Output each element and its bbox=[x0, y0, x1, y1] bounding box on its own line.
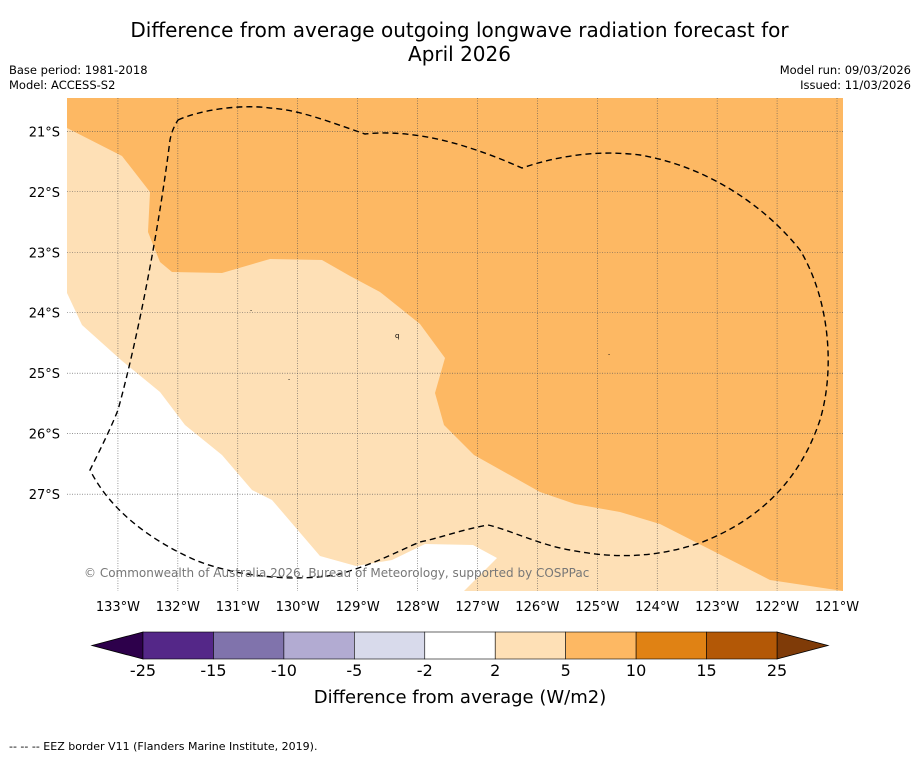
colorbar-under-arrow bbox=[90, 631, 144, 660]
island-mark: q bbox=[395, 332, 399, 340]
chart-title: Difference from average outgoing longwav… bbox=[0, 18, 919, 66]
colorbar-tick-label: 10 bbox=[626, 661, 646, 680]
region-neutral bbox=[67, 293, 497, 591]
colorbar-tick-label: 15 bbox=[696, 661, 716, 680]
lat-tick-label: 25°S bbox=[29, 367, 60, 382]
lon-tick-label: 131°W bbox=[216, 600, 260, 615]
model-name: Model: ACCESS-S2 bbox=[9, 78, 116, 92]
colorbar-swatch bbox=[494, 631, 566, 660]
meta-left: Base period: 1981-2018 Model: ACCESS-S2 bbox=[9, 63, 148, 93]
colorbar-tick-label: 2 bbox=[490, 661, 500, 680]
colorbar-tick-label: 25 bbox=[767, 661, 787, 680]
map-gridlines bbox=[67, 98, 843, 591]
colorbar-label: Difference from average (W/m2) bbox=[314, 687, 606, 708]
lat-tick-label: 23°S bbox=[29, 246, 60, 261]
colorbar-swatch bbox=[213, 631, 285, 660]
lat-tick-label: 27°S bbox=[29, 488, 60, 503]
region-2-to-5 bbox=[67, 128, 843, 591]
colorbar-tick-label: -10 bbox=[271, 661, 297, 680]
lat-tick-label: 22°S bbox=[29, 186, 60, 201]
island-mark: - bbox=[288, 376, 290, 383]
colorbar-swatch bbox=[354, 631, 426, 660]
base-period: Base period: 1981-2018 bbox=[9, 63, 148, 77]
colorbar-tick-label: -15 bbox=[200, 661, 226, 680]
lat-tick-label: 26°S bbox=[29, 428, 60, 443]
lon-tick-label: 123°W bbox=[695, 600, 739, 615]
colorbar-over-arrow bbox=[776, 631, 830, 660]
colorbar-swatch bbox=[706, 631, 778, 660]
lon-tick-label: 124°W bbox=[635, 600, 679, 615]
lon-tick-label: 125°W bbox=[575, 600, 619, 615]
lon-tick-label: 129°W bbox=[336, 600, 380, 615]
title-line-1: Difference from average outgoing longwav… bbox=[130, 18, 789, 42]
lat-tick-label: 21°S bbox=[29, 125, 60, 140]
title-line-2: April 2026 bbox=[408, 42, 511, 66]
colorbar: -25 -15 -10 -5 -2 2 5 10 15 25 bbox=[90, 631, 830, 680]
lat-tick-label: 24°S bbox=[29, 307, 60, 322]
island-mark: - bbox=[250, 307, 252, 314]
model-run: Model run: 09/03/2026 bbox=[779, 63, 911, 77]
lon-tick-label: 128°W bbox=[395, 600, 439, 615]
colorbar-tick-label: -5 bbox=[346, 661, 362, 680]
colorbar-swatch bbox=[424, 631, 496, 660]
lon-tick-label: 130°W bbox=[276, 600, 320, 615]
map-area: - q - - bbox=[67, 98, 843, 591]
colorbar-swatch bbox=[283, 631, 355, 660]
lon-tick-label: 132°W bbox=[156, 600, 200, 615]
lon-tick-label: 121°W bbox=[815, 600, 859, 615]
longitude-labels: 133°W 132°W 131°W 130°W 129°W 128°W 127°W 126°W… bbox=[96, 600, 859, 615]
lon-tick-label: 122°W bbox=[755, 600, 799, 615]
colorbar-swatch bbox=[635, 631, 707, 660]
issued-date: Issued: 11/03/2026 bbox=[800, 78, 911, 92]
latitude-labels: 21°S 22°S 23°S 24°S 25°S 26°S 27°S bbox=[29, 125, 60, 503]
colorbar-tick-label: -25 bbox=[130, 661, 156, 680]
colorbar-swatch bbox=[565, 631, 637, 660]
eez-legend-footer: -- -- -- EEZ border V11 (Flanders Marine… bbox=[9, 740, 318, 753]
lon-tick-label: 133°W bbox=[96, 600, 140, 615]
island-mark: - bbox=[608, 351, 610, 358]
colorbar-swatch bbox=[142, 631, 214, 660]
colorbar-tick-label: -2 bbox=[417, 661, 433, 680]
colorbar-tick-label: 5 bbox=[561, 661, 571, 680]
lon-tick-label: 126°W bbox=[515, 600, 559, 615]
eez-border bbox=[89, 106, 829, 579]
copyright-text: © Commonwealth of Australia 2026, Bureau… bbox=[84, 566, 589, 580]
lon-tick-label: 127°W bbox=[455, 600, 499, 615]
meta-right: Model run: 09/03/2026 Issued: 11/03/2026 bbox=[780, 63, 911, 93]
